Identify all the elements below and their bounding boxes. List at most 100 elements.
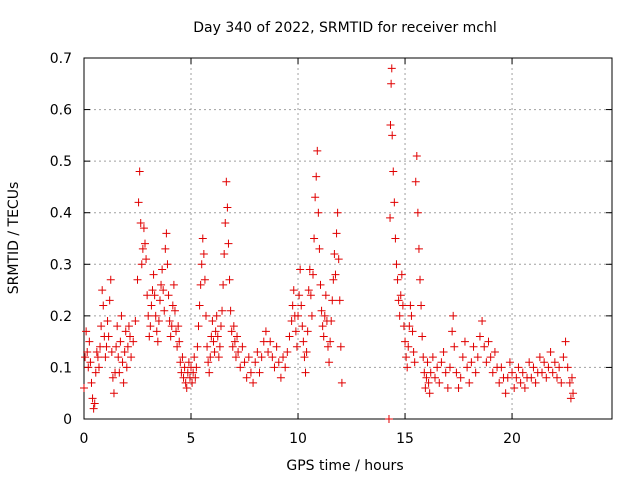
data-point [131,317,140,326]
data-point [196,280,205,289]
data-point [294,311,303,320]
data-point [391,234,400,243]
data-point [426,368,435,377]
data-point [158,265,167,274]
data-point [316,280,325,289]
data-point [386,213,395,222]
data-point [384,415,393,423]
data-point [428,353,437,362]
data-point [106,275,115,284]
data-point [414,244,423,253]
data-point [405,322,414,331]
data-point [287,317,296,326]
y-tick-label: 0.5 [50,154,72,170]
data-point [147,301,156,310]
data-point [406,301,415,310]
y-tick-label: 0.1 [50,360,72,376]
data-point [395,311,404,320]
data-point [443,384,452,393]
data-point [484,337,493,346]
data-point [134,198,143,207]
data-point [89,404,98,413]
data-point [396,291,405,300]
data-point [327,317,336,326]
data-point [223,203,232,212]
data-point [529,363,538,372]
x-tick-labels: 0 5 10 15 20 [80,431,521,447]
data-point [314,208,323,217]
data-point [291,327,300,336]
data-point [146,322,155,331]
data-point [561,337,570,346]
data-point [555,363,564,372]
data-point [136,219,145,228]
data-point [157,280,166,289]
data-point [565,378,574,387]
data-point [424,378,433,387]
data-point [387,64,396,73]
data-point [333,208,342,217]
data-point [285,332,294,341]
data-point [224,239,233,248]
data-point [94,363,103,372]
data-point [456,373,465,382]
data-point [473,353,482,362]
data-point [86,358,95,367]
data-point [334,255,343,264]
data-point [229,322,238,331]
data-point [163,260,172,269]
data-point [482,358,491,367]
data-point [302,347,311,356]
data-point [222,177,231,186]
data-point [160,306,169,315]
data-point [514,363,523,372]
data-point [191,373,200,382]
data-point [397,270,406,279]
x-tick-label: 10 [289,431,307,447]
data-point [531,378,540,387]
data-point [84,363,93,372]
data-point [326,337,335,346]
data-point [140,239,149,248]
data-point [270,363,279,372]
y-axis-label: SRMTID / TECUs [6,182,22,295]
data-point [188,378,197,387]
data-point [516,378,525,387]
data-point [201,311,210,320]
data-point [454,384,463,393]
data-point [490,347,499,356]
data-point [303,327,312,336]
data-point [313,146,322,155]
data-point [408,327,417,336]
data-point [112,342,121,351]
data-point [425,389,434,398]
data-point [305,265,314,274]
data-point [266,337,275,346]
data-point [105,296,114,305]
data-point [505,358,514,367]
data-point [109,389,118,398]
data-point [439,347,448,356]
data-point [488,368,497,377]
data-point [190,353,199,362]
data-point [233,332,242,341]
data-point [441,368,450,377]
data-point [227,327,236,336]
data-point [567,373,576,382]
data-point [116,337,125,346]
data-point [173,342,182,351]
data-point [120,347,129,356]
data-point [143,291,152,300]
y-tick-label: 0.2 [50,309,72,325]
data-point [175,337,184,346]
data-point [204,358,213,367]
data-point [145,332,154,341]
data-point [393,275,402,284]
plot-frame [83,57,613,420]
data-point [164,291,173,300]
data-point [552,373,561,382]
data-point [335,296,344,305]
data-point [409,347,418,356]
data-point [431,373,440,382]
y-tick-label: 0 [63,412,72,428]
